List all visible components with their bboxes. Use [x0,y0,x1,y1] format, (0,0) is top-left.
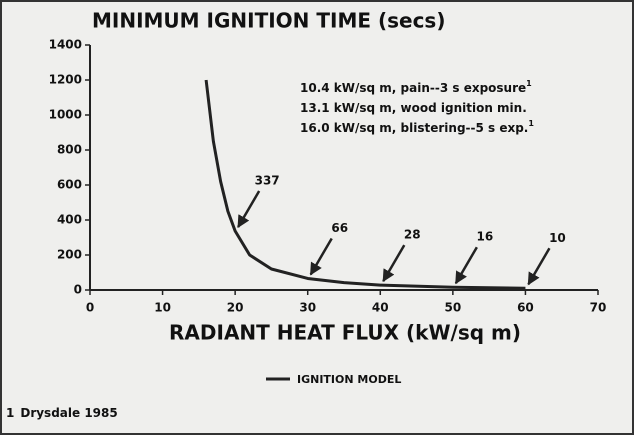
note-text: 13.1 kW/sq m, wood ignition min. [300,101,527,115]
note: 16.0 kW/sq m, blistering--5 s exp.1 [300,119,534,135]
annotation-arrow [382,244,406,283]
x-tick-label: 0 [86,301,94,315]
y-tick-label: 1200 [49,73,82,87]
ignition-curve [204,79,526,290]
y-tick-label: 800 [57,143,82,157]
x-tick-label: 10 [154,301,171,315]
y-tick-label: 1000 [49,108,82,122]
y-tick-label: 0 [74,283,82,297]
note-text: 10.4 kW/sq m, pain--3 s exposure [300,81,526,95]
annotation-label: 66 [331,221,348,235]
annotation-arrow [309,237,333,276]
note-text: 16.0 kW/sq m, blistering--5 s exp. [300,121,528,135]
y-tick-label: 1400 [49,38,82,52]
x-tick-label: 20 [227,301,244,315]
x-axis-label: RADIANT HEAT FLUX (kW/sq m) [169,321,521,345]
x-tick-label: 50 [445,301,462,315]
footnote-ref: 1 [6,406,14,420]
y-tick-label: 200 [57,248,82,262]
annotation-arrow [527,247,551,286]
x-tick-label: 60 [517,301,534,315]
note-ref: 1 [526,79,532,88]
footnote: 1 Drysdale 1985 [6,406,118,420]
y-tick-label: 600 [57,178,82,192]
note: 13.1 kW/sq m, wood ignition min. [300,101,527,115]
x-tick-label: 40 [372,301,389,315]
annotation-label: 28 [404,228,421,242]
note-ref: 1 [528,119,534,128]
annotation-label: 16 [477,230,494,244]
legend-label: IGNITION MODEL [297,373,401,386]
x-tick-label: 70 [590,301,607,315]
y-tick-label: 400 [57,213,82,227]
annotation-label: 337 [255,174,280,188]
annotation-arrow [454,246,478,285]
footnote-text: Drysdale 1985 [20,406,117,420]
x-tick-label: 30 [299,301,316,315]
note: 10.4 kW/sq m, pain--3 s exposure1 [300,79,532,95]
chart-title: MINIMUM IGNITION TIME (secs) [92,9,445,33]
annotation-label: 10 [549,231,566,245]
annotation-arrow [237,190,261,229]
